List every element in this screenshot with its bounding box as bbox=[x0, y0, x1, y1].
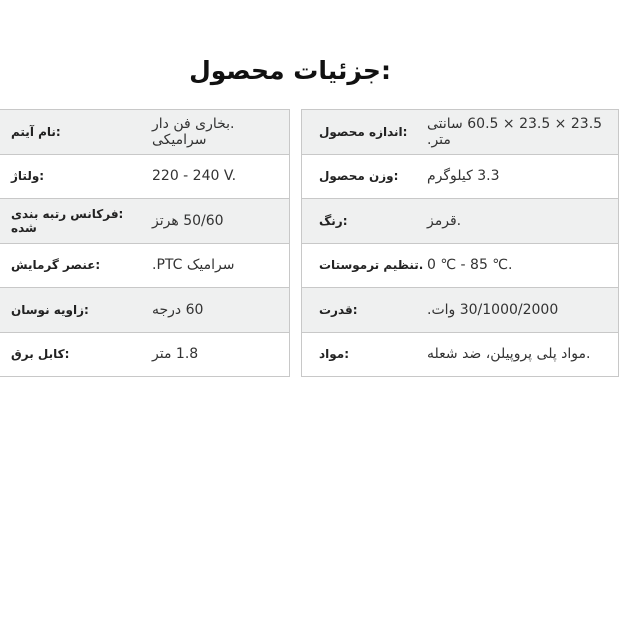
spec-value: 220 - 240 V. bbox=[152, 154, 290, 199]
specs-table-left: :نام آیتم .بخاری فن دار سرامیکی :ولتاژ 220… bbox=[0, 109, 290, 377]
page-title: جزئیات محصول: bbox=[189, 56, 391, 85]
spec-value: .بخاری فن دار سرامیکی bbox=[152, 109, 290, 155]
spec-value: .قرمز bbox=[427, 198, 619, 244]
spec-label: :وزن محصول bbox=[301, 154, 427, 199]
spec-value: 3.3 کیلوگرم bbox=[427, 154, 619, 199]
table-row: :عنصر گرمایش سرامیک PTC. bbox=[0, 243, 290, 288]
spec-label: :ولتاژ bbox=[0, 154, 152, 199]
table-row: :اندازه محصول 23.5 × 23.5 × 60.5 سانتی مت… bbox=[301, 109, 619, 155]
table-row: :مواد .مواد پلی پروپیلن، ضد شعله bbox=[301, 332, 619, 377]
spec-value: .مواد پلی پروپیلن، ضد شعله bbox=[427, 332, 619, 377]
spec-label: :زاویه نوسان bbox=[0, 287, 152, 333]
spec-label: :قدرت bbox=[301, 287, 427, 333]
spec-value: 1.8 متر bbox=[152, 332, 290, 377]
spec-label: :عنصر گرمایش bbox=[0, 243, 152, 288]
table-row: :رنگ .قرمز bbox=[301, 198, 619, 244]
spec-label: :اندازه محصول bbox=[301, 109, 427, 155]
spec-value: سرامیک PTC. bbox=[152, 243, 290, 288]
spec-value: 60 درجه bbox=[152, 287, 290, 333]
spec-value: 50/60 هرتز bbox=[152, 198, 290, 244]
table-row: :فرکانس رتبه بندی شده 50/60 هرتز bbox=[0, 198, 290, 244]
table-row: :وزن محصول 3.3 کیلوگرم bbox=[301, 154, 619, 199]
table-row: :نام آیتم .بخاری فن دار سرامیکی bbox=[0, 109, 290, 155]
spec-label: :رنگ bbox=[301, 198, 427, 244]
spec-label: :مواد bbox=[301, 332, 427, 377]
table-row: :قدرت 30/1000/2000 وات. bbox=[301, 287, 619, 333]
table-row: :ولتاژ 220 - 240 V. bbox=[0, 154, 290, 199]
table-row: .تنظیم ترموستات 0 ℃ - 85 ℃. bbox=[301, 243, 619, 288]
spec-value: 0 ℃ - 85 ℃. bbox=[427, 243, 619, 288]
table-row: :زاویه نوسان 60 درجه bbox=[0, 287, 290, 333]
spec-label: :نام آیتم bbox=[0, 109, 152, 155]
spec-value: 30/1000/2000 وات. bbox=[427, 287, 619, 333]
table-row: :کابل برق 1.8 متر bbox=[0, 332, 290, 377]
spec-label: :فرکانس رتبه بندی شده bbox=[0, 198, 152, 244]
specs-table-right: :اندازه محصول 23.5 × 23.5 × 60.5 سانتی مت… bbox=[301, 109, 619, 377]
spec-value: 23.5 × 23.5 × 60.5 سانتی متر. bbox=[427, 109, 619, 155]
spec-label: :کابل برق bbox=[0, 332, 152, 377]
spec-label: .تنظیم ترموستات bbox=[301, 243, 427, 288]
